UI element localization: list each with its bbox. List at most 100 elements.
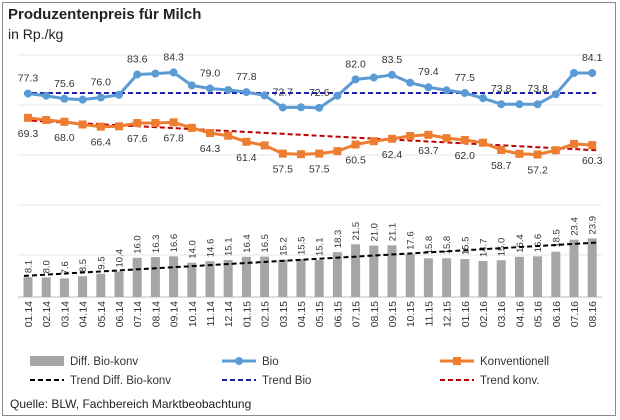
bar-value-label: 21.0 [369, 223, 380, 242]
bio-value-label: 77.5 [455, 72, 476, 84]
bio-point [533, 100, 542, 109]
konv-point [60, 117, 69, 126]
bar-value-label: 7.6 [60, 261, 71, 274]
bio-point [42, 91, 51, 100]
x-tick-label: 04.16 [514, 301, 526, 327]
bio-value-label: 79.4 [418, 66, 439, 78]
konv-value-label: 60.5 [345, 155, 366, 167]
konv-point [297, 150, 305, 159]
bar [114, 271, 124, 297]
bar-value-label: 15.5 [297, 237, 308, 256]
bio-point [278, 103, 287, 112]
bar-value-label: 18.3 [333, 230, 344, 249]
x-tick-label: 05.15 [314, 301, 326, 327]
legend-label: Trend Bio [262, 375, 311, 387]
x-tick-label: 11.14 [205, 301, 217, 327]
x-tick-label: 08.15 [369, 301, 381, 327]
bar [442, 258, 452, 297]
konv-point [151, 118, 160, 127]
konv-point [351, 140, 360, 149]
konv-value-label: 62.0 [455, 150, 476, 162]
chart-subtitle: in Rp./kg [8, 26, 64, 42]
bio-value-label: 77.3 [18, 73, 39, 85]
konv-point [460, 135, 469, 144]
konv-point [551, 146, 560, 155]
bio-value-label: 77.8 [236, 71, 257, 83]
chart-title: Produzentenpreis für Milch [8, 6, 202, 23]
konv-point [388, 134, 396, 143]
bar [369, 245, 379, 297]
konv-point [406, 132, 415, 141]
bio-value-label: 76.0 [91, 77, 112, 89]
legend-label: Trend konv. [480, 375, 539, 387]
konv-point [187, 123, 196, 132]
x-tick-label: 05.16 [533, 301, 545, 327]
x-tick-label: 08.14 [150, 301, 162, 327]
bio-value-label: 83.5 [382, 54, 403, 66]
x-tick-label: 01.14 [23, 301, 35, 327]
konv-point [133, 118, 142, 127]
bio-point [442, 86, 451, 95]
bio-point [96, 93, 105, 102]
bar-value-label: 16.3 [151, 235, 162, 254]
konv-line [27, 116, 593, 157]
bio-point [333, 91, 342, 100]
bar [478, 260, 488, 297]
bar-value-label: 15.1 [224, 238, 235, 257]
konv-point [515, 149, 524, 158]
konv-point [206, 128, 214, 137]
legend-swatch-marker [235, 357, 243, 365]
bar [387, 245, 397, 297]
konv-value-label: 66.4 [91, 137, 112, 149]
bar [533, 256, 543, 297]
bar-value-label: 16.0 [133, 235, 144, 254]
bio-point [169, 68, 178, 77]
konv-value-label: 61.4 [236, 152, 257, 164]
konv-point [96, 122, 105, 131]
bio-point [497, 100, 506, 109]
bar-value-label: 9.5 [96, 257, 107, 270]
bio-point [460, 89, 469, 97]
legend-swatch-bar [30, 356, 64, 366]
legend-label: Diff. Bio-konv [70, 356, 138, 368]
bar [23, 277, 33, 297]
bar [223, 260, 233, 297]
konv-value-label: 57.5 [309, 164, 330, 176]
x-tick-label: 02.16 [478, 301, 490, 327]
x-tick-label: 03.16 [496, 301, 508, 327]
konv-point [315, 149, 324, 158]
konv-point [224, 131, 233, 140]
bar-value-label: 15.5 [460, 237, 471, 256]
bar [551, 251, 561, 297]
bar [314, 260, 324, 297]
bio-point [242, 88, 251, 97]
konv-point [260, 141, 269, 150]
bar [405, 253, 415, 297]
x-tick-label: 11.15 [423, 301, 435, 327]
bar [332, 252, 342, 297]
bar [460, 259, 470, 297]
bar [241, 256, 251, 297]
bio-value-label: 73.8 [527, 83, 548, 95]
konv-value-label: 64.3 [200, 143, 221, 155]
bio-point [187, 81, 196, 90]
bar-value-label: 16.6 [533, 234, 544, 253]
bar-value-label: 15.1 [315, 238, 326, 257]
bar-value-label: 8.5 [78, 259, 89, 272]
bio-point [479, 94, 487, 103]
x-tick-label: 09.15 [387, 301, 399, 327]
bio-point [115, 90, 123, 99]
konv-value-label: 60.3 [582, 155, 603, 167]
konv-point [497, 145, 506, 154]
bar [78, 276, 88, 297]
konv-point [42, 115, 51, 124]
konv-value-label: 67.6 [127, 133, 148, 145]
konv-value-label: 67.8 [163, 132, 184, 144]
bio-value-label: 84.1 [582, 52, 603, 64]
legend-label: Trend Diff. Bio-konv [70, 375, 171, 387]
x-tick-label: 10.14 [187, 301, 199, 327]
bar-value-label: 21.5 [351, 222, 362, 241]
bio-point [133, 70, 142, 79]
bar-value-label: 21.1 [388, 223, 399, 242]
bio-point [315, 103, 324, 112]
